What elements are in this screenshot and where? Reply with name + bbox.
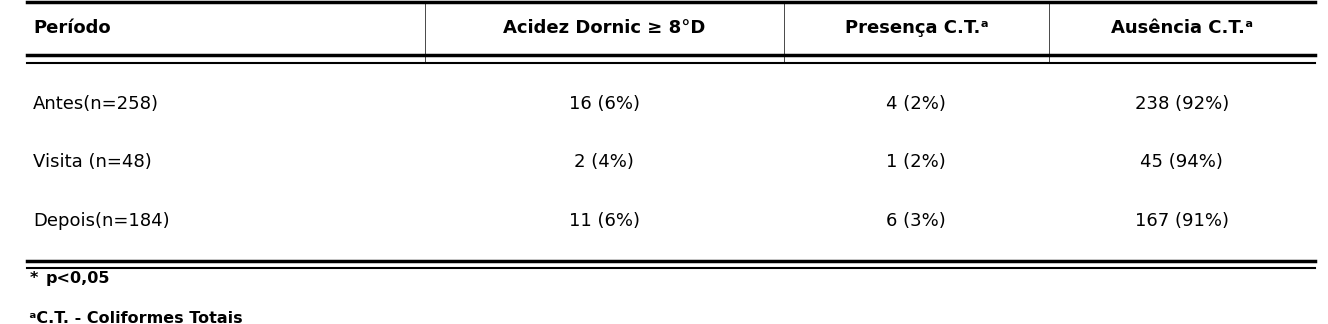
- Text: ᵃC.T. - Coliformes Totais: ᵃC.T. - Coliformes Totais: [29, 311, 243, 324]
- Text: 11 (6%): 11 (6%): [568, 212, 640, 230]
- Text: *: *: [29, 272, 37, 286]
- Text: 45 (94%): 45 (94%): [1141, 154, 1223, 171]
- Text: 6 (3%): 6 (3%): [887, 212, 946, 230]
- Text: p<0,05: p<0,05: [45, 272, 110, 286]
- Text: 16 (6%): 16 (6%): [568, 95, 640, 113]
- Text: 167 (91%): 167 (91%): [1135, 212, 1228, 230]
- Text: 2 (4%): 2 (4%): [574, 154, 635, 171]
- Text: 1 (2%): 1 (2%): [887, 154, 946, 171]
- Text: Ausência C.T.ᵃ: Ausência C.T.ᵃ: [1110, 18, 1254, 37]
- Text: Presença C.T.ᵃ: Presença C.T.ᵃ: [845, 18, 988, 37]
- Text: 4 (2%): 4 (2%): [886, 95, 947, 113]
- Text: Depois(n=184): Depois(n=184): [33, 212, 170, 230]
- Text: Acidez Dornic ≥ 8°D: Acidez Dornic ≥ 8°D: [503, 18, 705, 37]
- Text: Antes(n=258): Antes(n=258): [33, 95, 159, 113]
- Text: 238 (92%): 238 (92%): [1135, 95, 1228, 113]
- Text: Período: Período: [33, 18, 110, 37]
- Text: Visita (n=48): Visita (n=48): [33, 154, 151, 171]
